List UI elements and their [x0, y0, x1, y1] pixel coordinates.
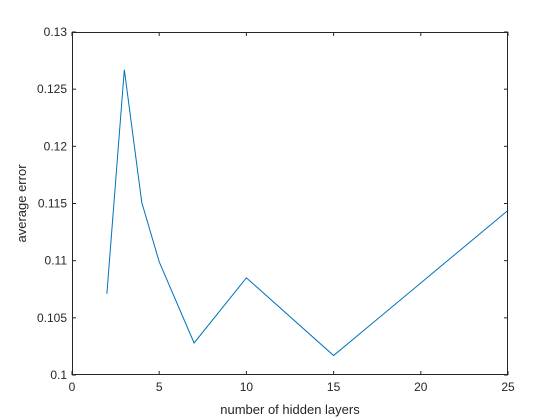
- x-tick-label: 5: [156, 380, 163, 394]
- y-tick-label: 0.12: [44, 139, 68, 153]
- y-tick-label: 0.115: [38, 197, 67, 211]
- series-line-1: [106, 69, 509, 357]
- y-tick-label: 0.1: [50, 368, 67, 382]
- y-tick-label: 0.11: [45, 254, 68, 268]
- y-tick-label: 0.125: [37, 82, 67, 96]
- series-layer: [106, 69, 509, 357]
- x-tick-label: 15: [327, 380, 341, 394]
- x-tick-label: 0: [69, 380, 76, 394]
- x-tick-label: 25: [501, 380, 515, 394]
- x-tick-label: 10: [240, 380, 254, 394]
- x-axis-label: number of hidden layers: [220, 402, 360, 417]
- plot-area: [72, 32, 508, 375]
- y-tick-label: 0.13: [44, 25, 68, 39]
- y-tick-label: 0.105: [37, 311, 67, 325]
- ticks-layer: 0 5 10 15 20 25 0.1 0.105 0.11 0.115 0.12 0.125 0.13: [37, 25, 515, 394]
- y-axis-label: average error: [14, 164, 29, 243]
- x-tick-label: 20: [414, 380, 428, 394]
